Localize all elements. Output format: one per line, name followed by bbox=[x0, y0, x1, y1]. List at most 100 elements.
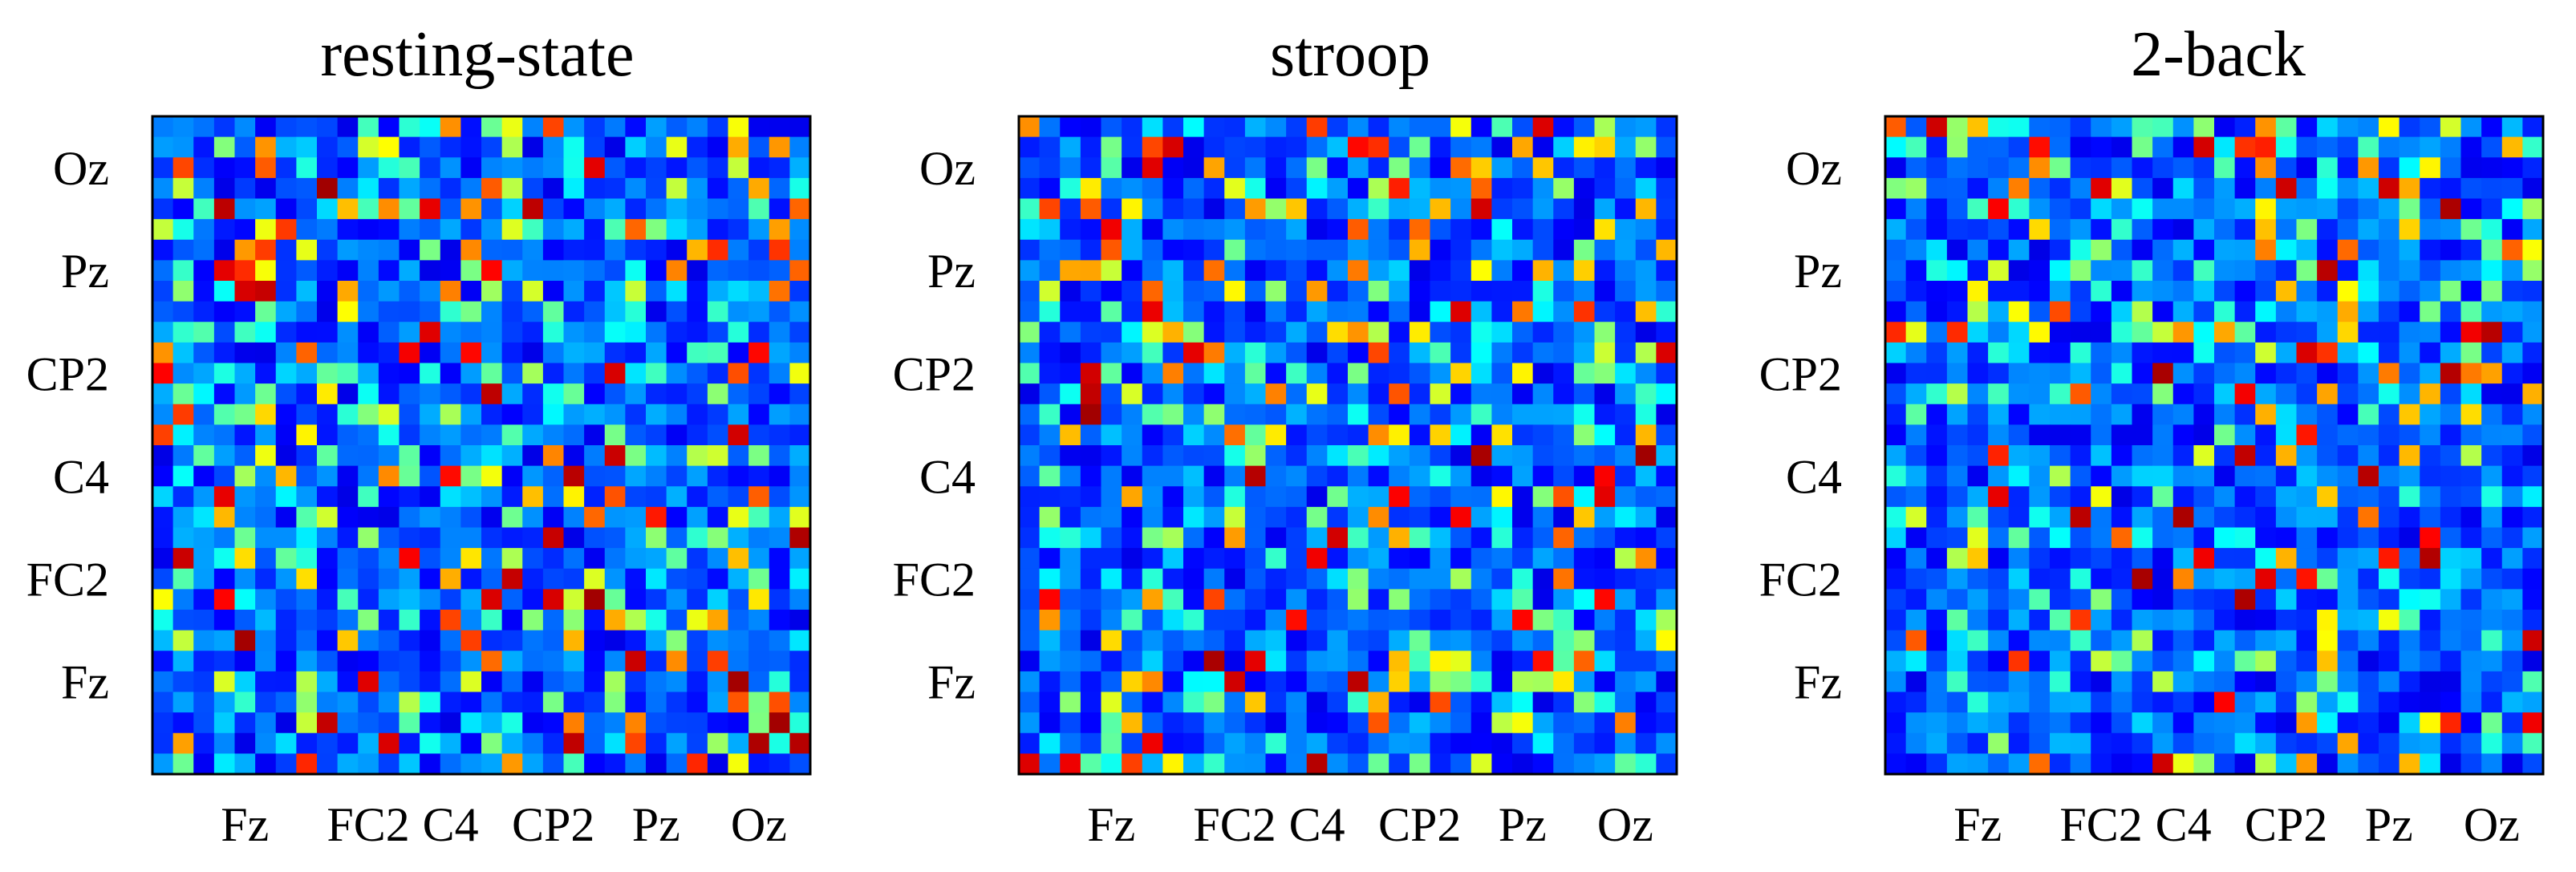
heatmap-cell bbox=[440, 198, 461, 220]
heatmap-cell bbox=[2152, 301, 2174, 322]
heatmap-cell bbox=[1286, 198, 1308, 220]
heatmap-cell bbox=[2440, 383, 2462, 405]
heatmap-cell bbox=[1532, 610, 1554, 631]
heatmap-cell bbox=[337, 322, 359, 343]
heatmap-cell bbox=[2379, 177, 2400, 200]
heatmap-cell bbox=[399, 527, 420, 549]
heatmap-cell bbox=[420, 445, 441, 467]
heatmap-cell bbox=[460, 281, 482, 302]
heatmap-cell bbox=[2501, 610, 2523, 631]
heatmap-cell bbox=[789, 568, 811, 590]
heatmap-cell bbox=[1988, 712, 2010, 734]
heatmap-cell bbox=[337, 404, 359, 425]
heatmap-cell bbox=[440, 116, 461, 138]
heatmap-cell bbox=[1656, 219, 1677, 241]
heatmap-cell bbox=[2132, 424, 2153, 446]
heatmap-cell bbox=[1471, 383, 1492, 405]
heatmap-cell bbox=[1183, 219, 1205, 241]
heatmap-cell bbox=[213, 260, 236, 282]
heatmap-cell bbox=[542, 753, 565, 775]
heatmap-cell bbox=[2501, 692, 2523, 713]
heatmap-cell bbox=[2193, 198, 2215, 220]
heatmap-cell bbox=[1615, 404, 1637, 425]
heatmap-cell bbox=[1573, 424, 1596, 446]
heatmap-cell bbox=[2501, 301, 2523, 322]
heatmap-cell bbox=[1885, 342, 1907, 364]
heatmap-cell bbox=[1122, 610, 1143, 631]
heatmap-cell bbox=[1573, 753, 1596, 775]
heatmap-cell bbox=[1080, 527, 1102, 549]
heatmap-cell bbox=[748, 651, 770, 672]
heatmap-cell bbox=[1101, 301, 1122, 322]
heatmap-cell bbox=[769, 610, 790, 631]
heatmap-cell bbox=[2193, 322, 2215, 343]
heatmap-cell bbox=[1244, 548, 1267, 570]
heatmap-cell bbox=[2481, 610, 2503, 631]
heatmap-cell bbox=[440, 136, 461, 158]
heatmap-cell bbox=[460, 465, 482, 487]
heatmap-cell bbox=[1348, 116, 1369, 138]
heatmap-cell bbox=[1368, 157, 1389, 179]
heatmap-cell bbox=[2070, 589, 2091, 610]
heatmap-cell bbox=[1491, 383, 1513, 405]
heatmap-cell bbox=[522, 506, 544, 529]
heatmap-cell bbox=[1885, 610, 1907, 631]
heatmap-cell bbox=[378, 568, 400, 590]
heatmap-cell bbox=[1450, 260, 1472, 282]
heatmap-cell bbox=[1409, 157, 1431, 179]
heatmap-cell bbox=[1946, 219, 1969, 241]
heatmap-cell bbox=[1988, 548, 2010, 570]
heatmap-cell bbox=[1224, 363, 1246, 384]
heatmap-cell bbox=[1039, 116, 1061, 138]
heatmap-cell bbox=[420, 589, 441, 610]
heatmap-cell bbox=[1389, 465, 1410, 487]
heatmap-cell bbox=[1122, 322, 1143, 343]
heatmap-cell bbox=[2029, 239, 2051, 261]
heatmap-cell bbox=[2317, 260, 2339, 282]
heatmap-cell bbox=[625, 383, 647, 405]
heatmap-cell bbox=[563, 383, 585, 405]
heatmap-cell bbox=[666, 548, 688, 570]
x-tick-label: Pz bbox=[1499, 798, 1547, 851]
heatmap-cell bbox=[1988, 651, 2010, 672]
heatmap-cell bbox=[584, 219, 606, 241]
heatmap-cell bbox=[1348, 177, 1369, 200]
heatmap-cell bbox=[399, 753, 420, 775]
heatmap-cell bbox=[1122, 630, 1143, 651]
heatmap-cell bbox=[625, 301, 647, 322]
heatmap-cell bbox=[2070, 692, 2091, 713]
heatmap-cell bbox=[1265, 445, 1287, 467]
heatmap-cell bbox=[707, 424, 729, 446]
heatmap-cell bbox=[2132, 260, 2153, 282]
heatmap-cell bbox=[1450, 506, 1472, 529]
heatmap-cell bbox=[1244, 198, 1267, 220]
heatmap-cell bbox=[2050, 506, 2071, 529]
heatmap-cell bbox=[172, 116, 194, 138]
heatmap-cell bbox=[748, 239, 770, 261]
heatmap-cell bbox=[275, 692, 297, 713]
heatmap-cell bbox=[1635, 630, 1657, 651]
heatmap-cell bbox=[234, 157, 256, 179]
heatmap-cell bbox=[1409, 568, 1431, 590]
heatmap-cell bbox=[2522, 506, 2544, 529]
heatmap-cell bbox=[501, 753, 523, 775]
heatmap-cell bbox=[460, 219, 482, 241]
heatmap-cell bbox=[1286, 548, 1308, 570]
heatmap-cell bbox=[1409, 136, 1431, 158]
heatmap-cell bbox=[2193, 445, 2215, 467]
heatmap-cell bbox=[440, 692, 461, 713]
heatmap-cell bbox=[2008, 568, 2030, 590]
heatmap-cell bbox=[2091, 239, 2112, 261]
heatmap-cell bbox=[1368, 712, 1389, 734]
heatmap-cell bbox=[378, 322, 400, 343]
heatmap-cell bbox=[789, 363, 811, 384]
heatmap-cell bbox=[1162, 610, 1184, 631]
heatmap-cell bbox=[748, 136, 770, 158]
heatmap-cell bbox=[1967, 610, 1989, 631]
heatmap-cell bbox=[460, 445, 482, 467]
heatmap-cell bbox=[584, 692, 606, 713]
heatmap-cell bbox=[378, 198, 400, 220]
heatmap-cell bbox=[2317, 630, 2339, 651]
heatmap-cell bbox=[707, 651, 729, 672]
heatmap-cell bbox=[646, 301, 667, 322]
